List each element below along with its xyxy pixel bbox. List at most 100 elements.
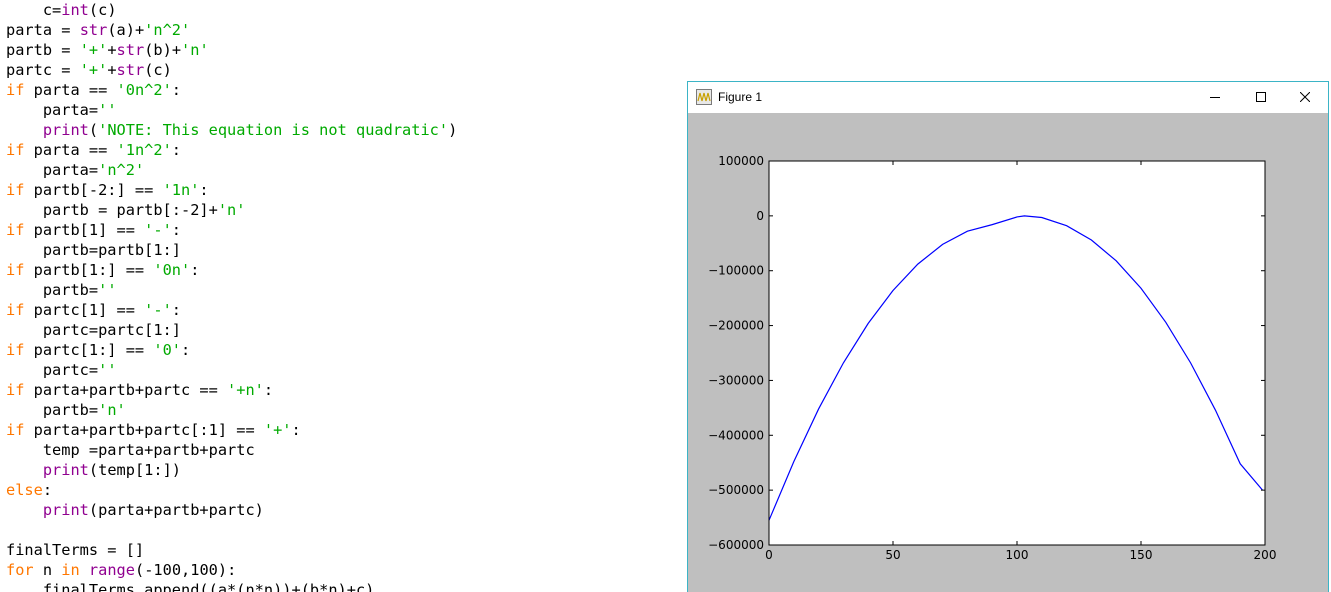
code-token: 'n^2' [98,161,145,179]
matplotlib-figure-icon [696,89,712,105]
code-token: : [171,221,182,239]
code-line[interactable]: parta='n^2' [6,160,144,180]
code-token: if [6,341,25,359]
code-line[interactable]: partc='' [6,360,117,380]
code-token: else [6,481,43,499]
code-line[interactable]: partc = '+'+str(c) [6,60,172,80]
code-line[interactable]: partb = partb[:-2]+'n' [6,200,246,220]
code-line[interactable]: finalTerms.append((a*(n*n))+(b*n)+c) [6,580,375,592]
code-line[interactable]: if partc[1] == '-': [6,300,181,320]
code-line[interactable]: print('NOTE: This equation is not quadra… [6,120,457,140]
code-token: if [6,381,25,399]
code-token: '1n^2' [116,141,172,159]
code-token: int [61,1,89,19]
code-token: partb= [6,401,99,419]
series-line [768,215,1263,521]
code-token: partb= [6,281,99,299]
y-tick-label: −200000 [708,319,764,333]
code-token: partb=partb[1:] [6,241,181,259]
code-token: 'n' [98,401,126,419]
code-token: temp =parta+partb+partc [6,441,255,459]
code-line[interactable]: partb='n' [6,400,126,420]
maximize-button[interactable] [1238,82,1284,113]
code-token: if [6,421,25,439]
code-line[interactable]: print(temp[1:]) [6,460,181,480]
code-token: str [116,41,145,59]
code-line[interactable]: parta='' [6,100,117,120]
code-line[interactable]: if parta+partb+partc == '+n': [6,380,273,400]
code-token: partb[-2:] == [24,181,163,199]
close-icon [1300,92,1310,102]
code-token [6,461,43,479]
code-token: in [61,561,80,579]
code-token: + [107,41,117,59]
figure-window: Figure 1 0 50 100 150 200 100000 0 −100000 −2000… [687,81,1329,592]
close-button[interactable] [1282,82,1328,113]
code-line[interactable]: if partb[1] == '-': [6,220,181,240]
code-token [80,561,89,579]
code-token [6,501,43,519]
maximize-icon [1256,92,1266,102]
code-token: print [42,121,89,139]
code-token: partb[1:] == [24,261,154,279]
code-line[interactable]: c=int(c) [6,0,117,20]
code-line[interactable]: if partc[1:] == '0': [6,340,190,360]
code-token [6,121,43,139]
code-line[interactable]: partc=partc[1:] [6,320,181,340]
minimize-icon [1210,97,1220,98]
code-token: (temp[1:]) [88,461,182,479]
code-token: : [171,301,182,319]
code-token: 'n' [181,41,209,59]
code-token: if [6,81,25,99]
code-token: parta= [6,101,99,119]
code-token: : [190,261,200,279]
code-line[interactable]: finalTerms = [] [6,540,144,560]
code-token: str [116,61,145,79]
code-line[interactable]: if parta == '1n^2': [6,140,181,160]
code-token: : [181,341,191,359]
code-token: (a)+ [107,21,145,39]
figure-title: Figure 1 [718,90,763,104]
code-token: '0n' [153,261,191,279]
minimize-button[interactable] [1192,82,1238,113]
code-line[interactable]: temp =parta+partb+partc [6,440,255,460]
x-tick-label: 100 [1006,548,1029,562]
code-token: '0n^2' [116,81,172,99]
code-line[interactable]: partb = '+'+str(b)+'n' [6,40,209,60]
code-token: for [6,561,34,579]
code-line[interactable]: if partb[1:] == '0n': [6,260,199,280]
code-line[interactable]: partb=partb[1:] [6,240,181,260]
code-token: finalTerms = [] [6,541,145,559]
figure-titlebar[interactable]: Figure 1 [688,82,1328,113]
figure-canvas[interactable]: 0 50 100 150 200 100000 0 −100000 −200000 −300000… [688,113,1328,592]
code-token: '+n' [227,381,264,399]
code-token: : [171,141,182,159]
code-line[interactable]: for n in range(-100,100): [6,560,236,580]
y-tick-label: −400000 [708,428,764,442]
code-token: '-' [144,301,172,319]
code-token: print [42,461,89,479]
code-token: ) [448,121,458,139]
code-line[interactable]: if partb[-2:] == '1n': [6,180,209,200]
code-token: if [6,221,25,239]
code-token: partc[1:] == [24,341,154,359]
code-line[interactable]: else: [6,480,52,500]
code-line[interactable]: parta = str(a)+'n^2' [6,20,190,40]
code-token: '' [98,281,117,299]
code-token: partc=partc[1:] [6,321,181,339]
code-line[interactable]: print(parta+partb+partc) [6,500,264,520]
x-tick-label: 150 [1130,548,1153,562]
code-line[interactable]: if parta == '0n^2': [6,80,181,100]
code-token: parta= [6,161,99,179]
code-token: (parta+partb+partc) [88,501,264,519]
x-tick-label: 50 [885,548,900,562]
code-token: '+' [263,421,292,439]
code-token: (b)+ [144,41,182,59]
code-line[interactable]: partb='' [6,280,117,300]
code-token: 'n' [217,201,246,219]
code-token: : [263,381,274,399]
y-tick-label: 100000 [718,154,764,168]
code-token: c= [6,1,62,19]
code-line[interactable]: if parta+partb+partc[:1] == '+': [6,420,301,440]
code-token: parta+partb+partc[:1] == [24,421,264,439]
